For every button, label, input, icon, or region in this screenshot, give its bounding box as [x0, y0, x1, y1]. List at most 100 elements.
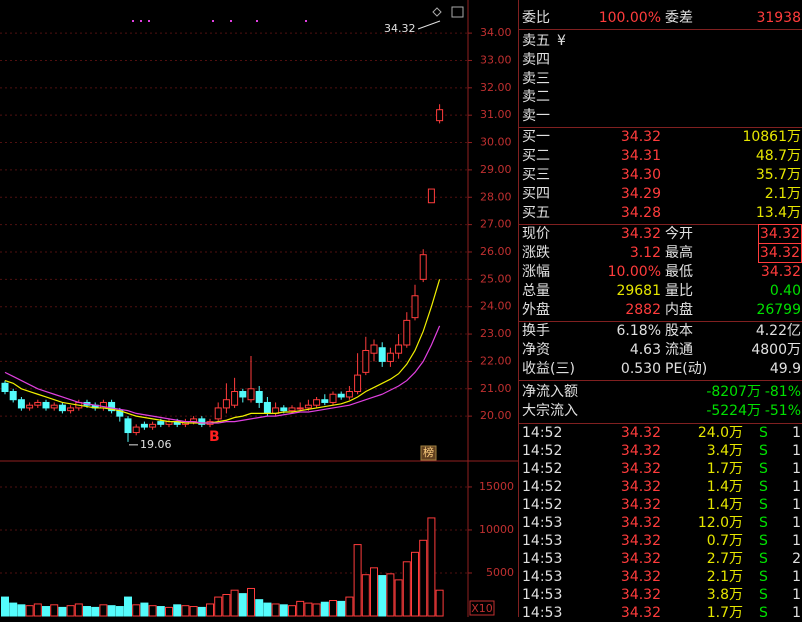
- low-label: 19.06: [140, 438, 172, 451]
- stat-value: 29681: [616, 283, 661, 299]
- trade-count: 1: [792, 461, 801, 477]
- volume-bar: [9, 602, 18, 617]
- bid-label: 买四: [522, 186, 550, 203]
- volume-bar: [66, 605, 75, 617]
- arrow: [417, 20, 441, 30]
- trade-time: 14:53: [522, 605, 563, 621]
- volume-bar: [230, 589, 239, 617]
- volume-bar: [394, 579, 403, 617]
- trade-volume: 1.4万: [706, 497, 743, 513]
- bid-price: 34.30: [620, 167, 661, 184]
- trade-count: 1: [792, 587, 801, 603]
- candle-body: [239, 391, 247, 398]
- candle-body: [419, 254, 427, 280]
- volume-bar: [378, 575, 387, 617]
- candle-body: [378, 347, 386, 362]
- volume-bar: [107, 605, 116, 617]
- candle-body: [411, 295, 419, 319]
- separator: [519, 321, 802, 322]
- volume-bar: [156, 606, 165, 617]
- y-tick-label: 30.00: [480, 136, 512, 149]
- trade-time: 14:52: [522, 461, 563, 477]
- trade-volume: 3.8万: [706, 587, 743, 603]
- ask-label: 卖三: [522, 70, 550, 87]
- value: 100.00%: [598, 10, 661, 26]
- volume-bar: [173, 604, 182, 617]
- trade-count: 1: [792, 515, 801, 531]
- bid-volume: 13.4万: [755, 205, 801, 222]
- trade-time: 14:53: [522, 515, 563, 531]
- ask-label: 卖二: [522, 89, 550, 106]
- volume-bar: [83, 606, 91, 617]
- volume-bar: [74, 603, 83, 617]
- separator: [519, 29, 802, 30]
- trade-volume: 1.4万: [706, 479, 743, 495]
- stat-label: 流通: [665, 342, 693, 358]
- candle-body: [132, 426, 140, 434]
- candle-body: [17, 399, 25, 409]
- trade-price: 34.32: [620, 533, 661, 549]
- trade-side: S: [759, 569, 768, 585]
- stat-label: 今开: [665, 226, 693, 242]
- candle-body: [370, 344, 378, 354]
- stat-value: 0.40: [769, 283, 801, 299]
- volume-bar: [312, 603, 321, 617]
- stat-value: 34.32: [757, 243, 802, 263]
- volume-bar: [419, 539, 428, 617]
- bid-price: 34.28: [620, 205, 661, 222]
- trade-volume: 1.7万: [706, 461, 743, 477]
- candle-body: [157, 421, 165, 425]
- volume-bar: [91, 606, 100, 617]
- trade-side: S: [759, 515, 768, 531]
- ask-mark: ¥: [557, 33, 566, 49]
- volume-bar: [1, 596, 9, 617]
- flow-percent: -51%: [764, 403, 801, 419]
- y-tick-label: 20.00: [480, 409, 512, 422]
- moving-average: [4, 279, 441, 424]
- icon[interactable]: [432, 7, 442, 17]
- separator: [519, 127, 802, 128]
- candle-body: [9, 391, 17, 401]
- candle-body: [280, 407, 288, 412]
- y-tick-label: 31.00: [480, 108, 512, 121]
- trade-time: 14:53: [522, 587, 563, 603]
- volume-bar: [427, 517, 436, 617]
- chart: 20.00 21.00 22.00 23.00 24.00 25.00 26.00 27.00…: [0, 0, 518, 617]
- stat-label: PE(动): [665, 361, 708, 377]
- volume-bar: [435, 589, 444, 617]
- volume-bar: [263, 602, 272, 617]
- candle-body: [337, 393, 345, 398]
- stat-value: 4800万: [751, 342, 801, 358]
- y-tick-label: 10000: [479, 523, 514, 536]
- volume-bar: [255, 599, 264, 617]
- candle-body: [403, 319, 411, 346]
- stat-value: 26799: [756, 302, 801, 318]
- separator: [519, 423, 802, 424]
- stat-label: 量比: [665, 283, 693, 299]
- volume-bar: [320, 601, 329, 617]
- icon[interactable]: [451, 6, 464, 18]
- volume-bar: [238, 593, 247, 617]
- stat-label: 内盘: [665, 302, 693, 318]
- trade-volume: 24.0万: [697, 425, 743, 441]
- candle-body: [329, 393, 337, 403]
- y-tick-label: 21.00: [480, 382, 512, 395]
- trade-side: S: [759, 497, 768, 513]
- candle-body: [296, 407, 304, 410]
- candle-body: [304, 404, 312, 409]
- stat-label: 股本: [665, 323, 693, 339]
- trade-price: 34.32: [620, 461, 661, 477]
- flow-label: 净流入额: [522, 384, 578, 400]
- candle-body: [124, 418, 132, 434]
- volume-bar: [33, 603, 42, 617]
- ask-label: 卖一: [522, 108, 550, 125]
- label: 委差: [665, 10, 693, 26]
- stat-label: 涨幅: [522, 264, 550, 280]
- y-tick-label: 34.00: [480, 26, 512, 39]
- y-tick-label: 5000: [486, 566, 514, 579]
- trade-price: 34.32: [620, 479, 661, 495]
- volume-bar: [181, 605, 190, 617]
- candle-body: [50, 404, 58, 409]
- volume-bar: [148, 605, 157, 617]
